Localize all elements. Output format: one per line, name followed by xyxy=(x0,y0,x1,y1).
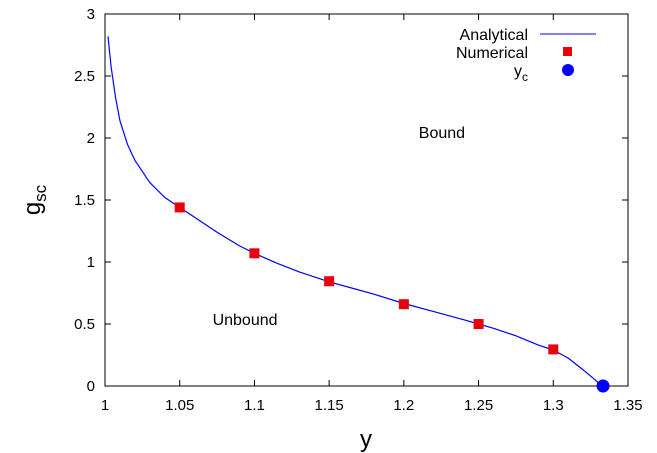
x-tick-label: 1.25 xyxy=(464,397,493,414)
legend: Analytical Numerical yc xyxy=(456,27,596,84)
x-tick-label: 1.3 xyxy=(543,397,564,414)
plot-area xyxy=(107,36,610,393)
x-tick-labels: 1 1.05 1.1 1.15 1.2 1.25 1.3 1.35 xyxy=(101,397,643,414)
x-tick-label: 1 xyxy=(101,397,109,414)
yc-point xyxy=(596,379,610,393)
x-axis-label: y xyxy=(360,426,372,453)
numerical-point xyxy=(174,202,185,213)
x-tick-label: 1.1 xyxy=(244,397,265,414)
region-annotations: Bound Unbound xyxy=(213,125,465,329)
legend-label-yc: yc xyxy=(514,63,528,84)
legend-marker-yc xyxy=(562,64,574,76)
y-tick-label: 2 xyxy=(87,130,95,147)
y-axis-label-sub: sc xyxy=(31,184,50,202)
numerical-point xyxy=(473,319,484,329)
legend-label-yc-sub: c xyxy=(522,70,528,84)
y-tick-label: 0.5 xyxy=(74,316,95,333)
numerical-point xyxy=(548,344,559,355)
y-tick-label: 3 xyxy=(87,6,95,23)
y-tick-label: 2.5 xyxy=(74,68,95,85)
y-tick-label: 1.5 xyxy=(74,192,95,209)
legend-label-numerical: Numerical xyxy=(456,45,528,62)
x-tick-label: 1.2 xyxy=(393,397,414,414)
x-tick-label: 1.35 xyxy=(613,397,642,414)
y-tick-label: 0 xyxy=(87,378,95,395)
y-tick-labels: 0 0.5 1 1.5 2 2.5 3 xyxy=(74,6,95,395)
numerical-point xyxy=(398,299,409,310)
x-tick-label: 1.05 xyxy=(165,397,194,414)
legend-marker-numerical xyxy=(563,47,572,56)
axis-ticks xyxy=(104,13,629,387)
x-tick-label: 1.15 xyxy=(315,397,344,414)
numerical-point xyxy=(249,248,260,259)
region-label-bound: Bound xyxy=(419,125,465,142)
numerical-point xyxy=(324,276,335,287)
y-axis-label: gsc xyxy=(19,184,50,215)
y-axis-label-base: g xyxy=(19,202,46,215)
plot-frame xyxy=(104,13,629,387)
legend-label-yc-base: y xyxy=(514,63,522,80)
series-analytical-line xyxy=(107,36,602,387)
legend-label-analytical: Analytical xyxy=(460,27,528,44)
region-label-unbound: Unbound xyxy=(213,312,278,329)
y-tick-label: 1 xyxy=(87,254,95,271)
